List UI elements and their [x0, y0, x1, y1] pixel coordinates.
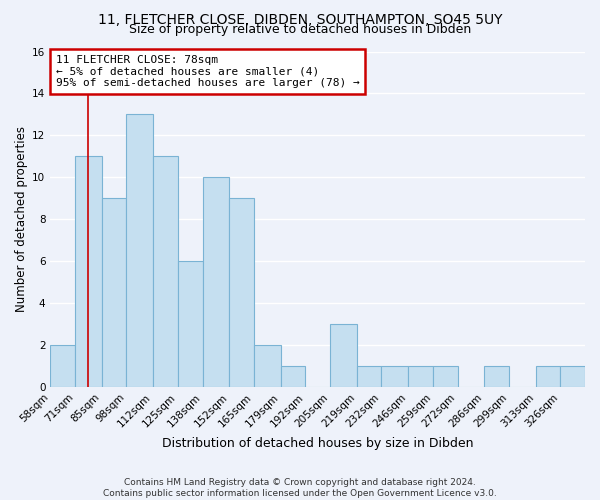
Bar — [536, 366, 560, 387]
Bar — [484, 366, 509, 387]
Bar — [203, 178, 229, 387]
Bar — [254, 345, 281, 387]
Bar — [127, 114, 153, 387]
Bar — [229, 198, 254, 387]
Bar — [433, 366, 458, 387]
X-axis label: Distribution of detached houses by size in Dibden: Distribution of detached houses by size … — [162, 437, 473, 450]
Text: 11, FLETCHER CLOSE, DIBDEN, SOUTHAMPTON, SO45 5UY: 11, FLETCHER CLOSE, DIBDEN, SOUTHAMPTON,… — [98, 12, 502, 26]
Bar — [560, 366, 585, 387]
Bar — [356, 366, 382, 387]
Bar — [75, 156, 101, 387]
Bar — [178, 261, 203, 387]
Text: 11 FLETCHER CLOSE: 78sqm
← 5% of detached houses are smaller (4)
95% of semi-det: 11 FLETCHER CLOSE: 78sqm ← 5% of detache… — [56, 55, 359, 88]
Y-axis label: Number of detached properties: Number of detached properties — [15, 126, 28, 312]
Bar — [382, 366, 408, 387]
Bar — [330, 324, 356, 387]
Text: Size of property relative to detached houses in Dibden: Size of property relative to detached ho… — [129, 22, 471, 36]
Bar — [153, 156, 178, 387]
Bar — [101, 198, 127, 387]
Text: Contains HM Land Registry data © Crown copyright and database right 2024.
Contai: Contains HM Land Registry data © Crown c… — [103, 478, 497, 498]
Bar — [408, 366, 433, 387]
Bar — [281, 366, 305, 387]
Bar — [50, 345, 75, 387]
